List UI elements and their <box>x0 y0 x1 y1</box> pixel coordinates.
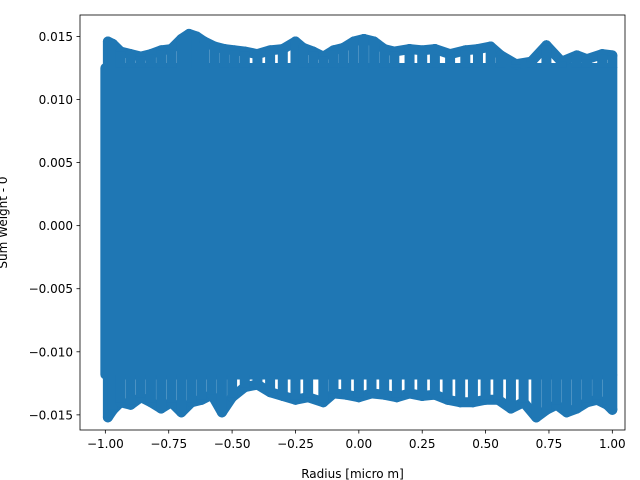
x-tick-label: −1.00 <box>87 437 124 451</box>
x-tick-label: −0.50 <box>214 437 251 451</box>
x-tick-label: −0.75 <box>150 437 187 451</box>
y-tick-label: 0.010 <box>39 93 73 107</box>
y-axis: −0.015 −0.010 −0.005 0.000 0.005 0.010 0.015 <box>29 30 80 422</box>
y-axis-label: Sum Weight - 0 <box>0 176 10 268</box>
y-tick-label: 0.005 <box>39 156 73 170</box>
x-tick-label: 0.00 <box>345 437 372 451</box>
x-tick-label: 1.00 <box>599 437 626 451</box>
y-tick-label: −0.010 <box>29 345 73 359</box>
plot-frame <box>79 14 626 431</box>
x-tick-label: 0.50 <box>472 437 499 451</box>
x-axis-label: Radius [micro m] <box>301 467 404 480</box>
y-tick-label: 0.000 <box>39 219 73 233</box>
dense-point-cloud <box>100 62 618 380</box>
x-tick-label: 0.25 <box>409 437 436 451</box>
y-tick-label: −0.015 <box>29 408 73 422</box>
x-tick-label: −0.25 <box>277 437 314 451</box>
y-tick-label: −0.005 <box>29 282 73 296</box>
x-axis: −1.00 −0.75 −0.50 −0.25 0.00 0.25 0.50 0.75 1.00 <box>87 430 626 451</box>
y-tick-label: 0.015 <box>39 30 73 44</box>
points-layer <box>100 28 618 423</box>
x-tick-label: 0.75 <box>536 437 563 451</box>
